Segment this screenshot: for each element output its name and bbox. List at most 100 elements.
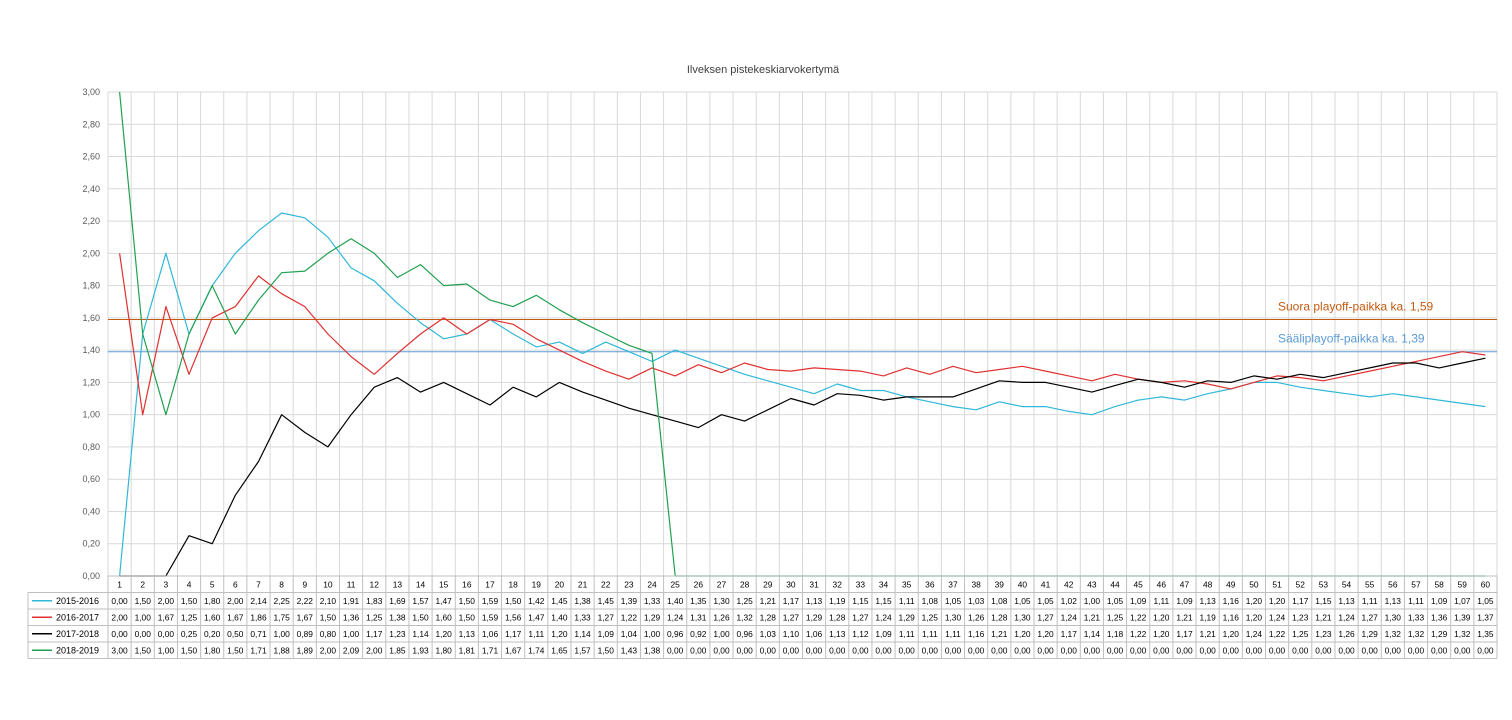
x-tick-label: 44 [1110, 580, 1120, 590]
data-label: 1,14 [574, 629, 591, 639]
x-tick-label: 24 [647, 580, 657, 590]
chart-title: Ilveksen pistekeskiarvokertymä [687, 64, 840, 76]
legend-entry: 2015-2016 [56, 596, 99, 606]
data-label: 1,19 [1199, 613, 1216, 623]
x-tick-label: 18 [508, 580, 518, 590]
x-tick-label: 55 [1365, 580, 1375, 590]
data-label: 1,93 [412, 646, 429, 656]
data-label: 0,20 [204, 629, 221, 639]
x-tick-label: 48 [1203, 580, 1213, 590]
x-tick-label: 13 [393, 580, 403, 590]
data-label: 1,11 [922, 629, 938, 639]
data-label: 0,00 [1338, 646, 1355, 656]
data-label: 1,40 [551, 613, 568, 623]
data-label: 0,00 [1037, 646, 1054, 656]
data-label: 1,09 [875, 629, 892, 639]
data-label: 1,25 [1292, 629, 1309, 639]
data-label: 1,17 [505, 629, 522, 639]
data-label: 0,00 [1315, 646, 1332, 656]
data-label: 1,67 [505, 646, 522, 656]
data-label: 2,09 [343, 646, 360, 656]
data-label: 1,28 [991, 613, 1008, 623]
data-label: 0,00 [1292, 646, 1309, 656]
x-tick-label: 28 [740, 580, 750, 590]
data-label: 2,10 [320, 596, 337, 606]
data-label: 0,00 [968, 646, 985, 656]
data-label: 1,30 [713, 596, 730, 606]
data-label: 1,39 [621, 596, 638, 606]
data-label: 1,17 [1061, 629, 1078, 639]
data-label: 0,00 [1199, 646, 1216, 656]
x-tick-label: 46 [1157, 580, 1167, 590]
data-label: 0,00 [1477, 646, 1494, 656]
x-tick-label: 34 [879, 580, 889, 590]
y-tick-label: 2,80 [82, 119, 100, 129]
data-label: 1,67 [297, 613, 314, 623]
data-label: 0,00 [690, 646, 707, 656]
data-label: 1,45 [551, 596, 568, 606]
data-label: 1,71 [250, 646, 267, 656]
data-label: 1,20 [551, 629, 568, 639]
data-label: 1,74 [528, 646, 545, 656]
data-label: 1,05 [1037, 596, 1054, 606]
x-tick-label: 25 [671, 580, 681, 590]
data-label: 1,03 [760, 629, 777, 639]
data-label: 0,00 [1130, 646, 1147, 656]
data-label: 1,25 [736, 596, 753, 606]
data-label: 1,22 [621, 613, 638, 623]
data-label: 1,50 [320, 613, 337, 623]
data-label: 1,00 [158, 646, 175, 656]
data-label: 1,05 [1014, 596, 1031, 606]
data-label: 0,00 [1454, 646, 1471, 656]
data-label: 1,11 [1362, 596, 1378, 606]
data-label: 1,32 [1408, 629, 1425, 639]
data-label: 1,18 [1107, 629, 1124, 639]
y-tick-label: 3,00 [82, 87, 100, 97]
data-label: 1,26 [1338, 629, 1355, 639]
data-label: 0,00 [1084, 646, 1101, 656]
data-label: 1,13 [1199, 596, 1216, 606]
y-tick-label: 2,20 [82, 216, 100, 226]
data-label: 1,11 [1408, 596, 1424, 606]
y-tick-label: 0,80 [82, 442, 100, 452]
data-label: 1,47 [528, 613, 545, 623]
data-label: 1,91 [343, 596, 360, 606]
data-label: 1,00 [1084, 596, 1101, 606]
x-tick-label: 9 [302, 580, 307, 590]
data-label: 1,21 [991, 629, 1008, 639]
x-tick-label: 22 [601, 580, 611, 590]
data-label: 1,24 [1338, 613, 1355, 623]
data-label: 1,20 [1246, 613, 1263, 623]
y-tick-label: 0,60 [82, 474, 100, 484]
data-label: 1,07 [1454, 596, 1471, 606]
x-tick-label: 47 [1180, 580, 1190, 590]
data-label: 1,27 [598, 613, 615, 623]
data-label: 0,00 [1014, 646, 1031, 656]
x-tick-label: 49 [1226, 580, 1236, 590]
data-label: 1,21 [760, 596, 777, 606]
data-label: 1,67 [227, 613, 244, 623]
data-label: 1,30 [1385, 613, 1402, 623]
data-label: 1,27 [852, 613, 869, 623]
data-label: 1,23 [1315, 629, 1332, 639]
data-label: 1,14 [1084, 629, 1101, 639]
data-label: 0,50 [227, 629, 244, 639]
data-label: 1,24 [875, 613, 892, 623]
x-tick-label: 14 [416, 580, 426, 590]
data-label: 0,00 [922, 646, 939, 656]
data-label: 1,29 [899, 613, 916, 623]
data-label: 0,25 [181, 629, 198, 639]
data-label: 1,17 [1292, 596, 1309, 606]
x-tick-label: 42 [1064, 580, 1074, 590]
data-label: 1,00 [135, 613, 152, 623]
data-label: 0,00 [713, 646, 730, 656]
data-label: 1,80 [204, 646, 221, 656]
data-label: 1,00 [273, 629, 290, 639]
data-label: 1,08 [991, 596, 1008, 606]
y-tick-label: 1,20 [82, 377, 100, 387]
x-tick-label: 17 [485, 580, 495, 590]
data-label: 1,60 [204, 613, 221, 623]
data-label: 1,21 [1084, 613, 1101, 623]
data-label: 3,00 [111, 646, 128, 656]
data-label: 1,40 [667, 596, 684, 606]
